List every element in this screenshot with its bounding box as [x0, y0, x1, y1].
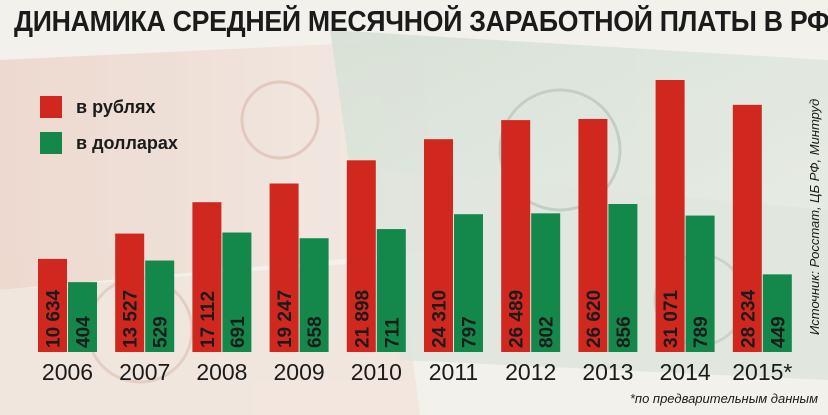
bar-dollars-2012 — [531, 213, 561, 352]
bar-dollars-2014 — [685, 215, 715, 352]
bar-rubles-2013 — [578, 118, 608, 352]
tick-label-2011: 2011 — [429, 359, 478, 385]
value-label-dollars-2007: 529 — [151, 316, 172, 348]
tick-label-2007: 2007 — [119, 359, 170, 385]
bar-rubles-2007 — [115, 233, 145, 352]
bar-rubles-2012 — [501, 120, 531, 353]
legend-swatch-dollars — [40, 132, 62, 154]
bar-rubles-2014 — [655, 80, 685, 352]
value-label-rubles-2007: 13 527 — [121, 290, 142, 348]
value-label-dollars-2012: 802 — [537, 316, 558, 348]
value-label-dollars-2006: 404 — [74, 316, 95, 348]
tick-label-2012: 2012 — [505, 359, 556, 385]
value-label-rubles-2010: 21 898 — [352, 290, 373, 348]
bar-dollars-2015* — [762, 274, 792, 352]
value-label-dollars-2010: 711 — [382, 317, 403, 348]
tick-label-2015*: 2015* — [732, 359, 792, 385]
value-label-rubles-2009: 19 247 — [275, 290, 296, 348]
bar-dollars-2008 — [222, 232, 252, 352]
bar-dollars-2011 — [454, 214, 483, 352]
legend-item-rubles: в рублях — [40, 96, 155, 118]
legend-swatch-rubles — [40, 96, 62, 118]
chart-title: ДИНАМИКА СРЕДНЕЙ МЕСЯЧНОЙ ЗАРАБОТНОЙ ПЛА… — [14, 6, 828, 38]
bar-rubles-2008 — [192, 202, 222, 352]
bar-dollars-2010 — [376, 229, 406, 352]
value-label-rubles-2013: 26 620 — [584, 290, 605, 348]
value-label-rubles-2006: 10 634 — [44, 289, 65, 348]
value-label-dollars-2011: 797 — [460, 316, 481, 348]
tick-label-2013: 2013 — [582, 359, 633, 385]
bar-dollars-2013 — [608, 204, 638, 352]
source-note: Источник: Росстат, ЦБ РФ, Минтруд — [807, 98, 822, 335]
value-label-rubles-2011: 24 310 — [430, 290, 451, 348]
value-label-rubles-2008: 17 112 — [198, 291, 219, 348]
bar-rubles-2006 — [38, 258, 67, 352]
legend-item-dollars: в долларах — [40, 132, 178, 154]
value-label-dollars-2008: 691 — [228, 316, 249, 348]
bar-dollars-2007 — [145, 260, 175, 352]
bar-rubles-2009 — [269, 183, 299, 352]
bar-rubles-2011 — [424, 139, 453, 352]
bar-dollars-2006 — [68, 282, 97, 352]
value-label-dollars-2009: 658 — [305, 316, 326, 348]
value-label-rubles-2015*: 28 234 — [738, 289, 759, 348]
bar-rubles-2015* — [732, 104, 762, 352]
legend-label-dollars: в долларах — [76, 132, 178, 153]
tick-label-2009: 2009 — [274, 359, 325, 385]
tick-label-2014: 2014 — [660, 359, 711, 385]
bar-rubles-2010 — [346, 160, 376, 352]
tick-label-2008: 2008 — [196, 359, 247, 385]
value-label-rubles-2012: 26 489 — [507, 290, 528, 348]
footnote: *по предварительным данным — [629, 391, 818, 406]
tick-label-2010: 2010 — [351, 359, 402, 385]
legend-label-rubles: в рублях — [76, 96, 156, 117]
value-label-dollars-2015*: 449 — [768, 316, 789, 348]
value-label-rubles-2014: 31 071 — [661, 289, 682, 348]
value-label-dollars-2014: 789 — [691, 316, 712, 348]
value-label-dollars-2013: 856 — [614, 316, 635, 348]
tick-label-2006: 2006 — [42, 359, 93, 385]
bar-dollars-2009 — [299, 238, 329, 352]
